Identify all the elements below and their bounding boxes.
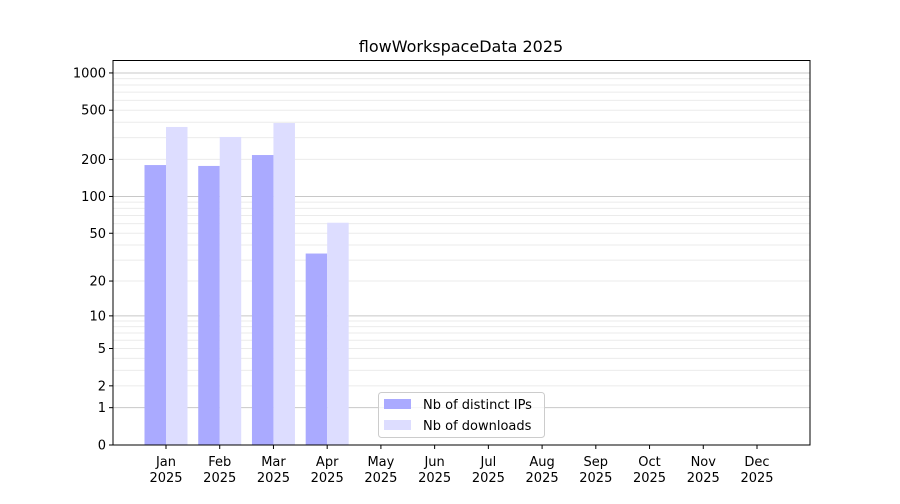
x-tick-label-month: Mar: [261, 455, 286, 470]
x-tick-label-month: Jan: [155, 455, 176, 470]
x-tick-label-month: Feb: [208, 455, 231, 470]
x-tick-label-month: Oct: [638, 455, 660, 470]
x-tick-label-year: 2025: [418, 471, 451, 486]
legend-swatch-downloads: [384, 420, 411, 430]
x-axis: Jan2025Feb2025Mar2025Apr2025May2025Jun20…: [149, 445, 774, 486]
x-tick-label-month: Aug: [529, 455, 554, 470]
x-tick-label-month: Sep: [584, 455, 609, 470]
x-tick-label-month: Apr: [316, 455, 339, 470]
x-tick-label-year: 2025: [257, 471, 290, 486]
x-tick-label-year: 2025: [740, 471, 773, 486]
y-tick-label: 10: [89, 309, 106, 324]
x-tick-label-month: Jul: [480, 455, 497, 470]
y-tick-label: 1000: [73, 66, 106, 81]
x-tick-label-month: Nov: [691, 455, 717, 470]
x-tick-label-year: 2025: [311, 471, 344, 486]
legend-box: [378, 392, 545, 438]
bar-ips: [251, 155, 274, 446]
x-tick-label-year: 2025: [633, 471, 666, 486]
bar-downloads: [327, 222, 349, 445]
y-tick-label: 200: [81, 153, 106, 168]
y-tick-label: 1: [98, 401, 106, 416]
y-tick-label: 20: [89, 275, 106, 290]
y-axis: 0 1 2 5 10 20 50 100 200 500 1000: [73, 66, 113, 454]
y-tick-label: 0: [98, 439, 106, 454]
bar-ips: [144, 165, 166, 445]
x-tick-label-year: 2025: [364, 471, 397, 486]
legend-label-ips: Nb of distinct IPs: [423, 398, 532, 413]
chart-title: flowWorkspaceData 2025: [359, 37, 563, 56]
x-tick-label-year: 2025: [149, 471, 182, 486]
x-tick-label-year: 2025: [687, 471, 720, 486]
x-tick-label-year: 2025: [472, 471, 505, 486]
legend-swatch-ips: [384, 399, 411, 409]
plot-frame: [112, 60, 811, 446]
x-tick-label-month: Jun: [423, 455, 444, 470]
x-tick-label-year: 2025: [203, 471, 236, 486]
y-tick-label: 100: [81, 190, 106, 205]
legend-label-downloads: Nb of downloads: [423, 419, 532, 434]
x-tick-label-year: 2025: [526, 471, 559, 486]
legend: Nb of distinct IPs Nb of downloads: [378, 392, 545, 438]
bar-downloads: [273, 123, 295, 445]
y-tick-label: 500: [81, 104, 106, 119]
bar-downloads: [166, 126, 188, 445]
x-tick-label-year: 2025: [579, 471, 612, 486]
x-tick-label-month: Dec: [744, 455, 769, 470]
y-tick-label: 5: [98, 342, 106, 357]
y-tick-label: 50: [89, 227, 106, 242]
bar-ips: [198, 165, 220, 445]
bar-ips: [305, 253, 328, 445]
y-tick-label: 2: [98, 379, 106, 394]
bars: [144, 123, 349, 446]
x-tick-label-month: May: [367, 455, 394, 470]
bar-downloads: [219, 136, 242, 445]
